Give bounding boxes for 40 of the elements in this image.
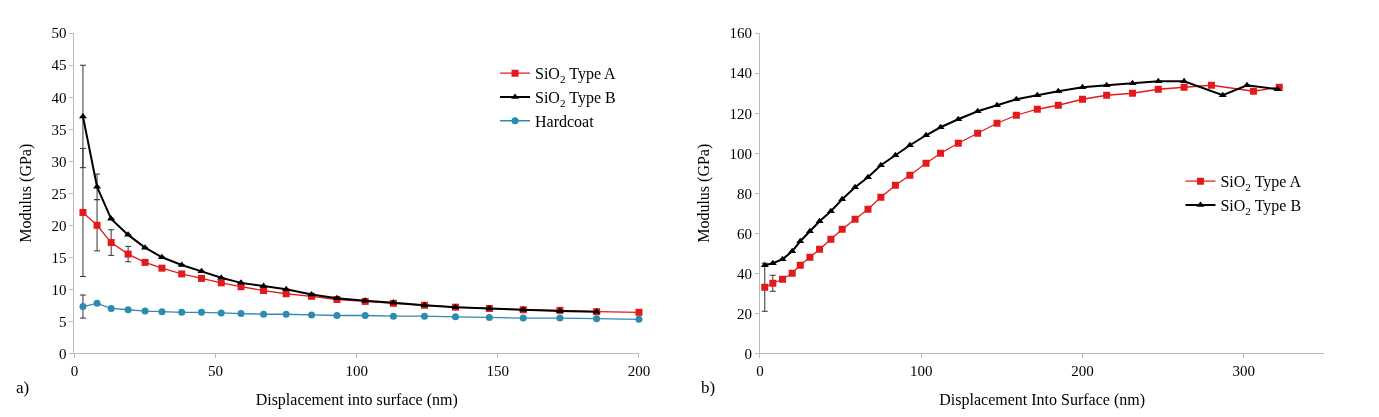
- y-tick-label: 160: [729, 25, 752, 42]
- x-tick-label: 0: [70, 363, 79, 380]
- y-tick-label: 0: [58, 345, 67, 362]
- y-tick-label: 100: [729, 145, 752, 162]
- text: b): [701, 378, 716, 397]
- y-tick-label: 5: [58, 313, 67, 330]
- y-tick-label: 40: [736, 265, 752, 282]
- y-tick-label: 140: [729, 65, 752, 82]
- x-tick-label: 200: [627, 363, 651, 380]
- y-tick-label: 35: [51, 121, 67, 138]
- y-tick-label: 20: [51, 217, 67, 234]
- y-tick-label: 15: [51, 249, 67, 266]
- x-tick-label: 100: [909, 363, 933, 380]
- x-tick-label: 300: [1232, 363, 1256, 380]
- y-tick-label: 0: [744, 345, 752, 362]
- y-axis-title: Modulus (GPa): [17, 143, 36, 243]
- y-tick-label: 50: [51, 25, 67, 42]
- x-axis-title: Displacement Into Surface (nm): [939, 390, 1146, 409]
- y-tick-label: 40: [51, 89, 67, 106]
- x-tick-label: 200: [1071, 363, 1094, 380]
- x-tick-label: 100: [345, 363, 368, 380]
- x-tick-label: 50: [208, 363, 224, 380]
- legend-label: SiO$_{2}$ Type B: [1220, 197, 1302, 217]
- y-axis-title: Modulus (GPa): [695, 143, 714, 243]
- y-tick-label: 30: [51, 153, 67, 170]
- y-tick-label: 60: [736, 225, 752, 242]
- y-tick-label: 80: [736, 185, 752, 202]
- y-tick-label: 10: [51, 281, 67, 298]
- y-tick-label: 20: [736, 305, 752, 322]
- x-tick-label: 150: [486, 363, 510, 380]
- x-tick-label: 0: [756, 363, 764, 380]
- y-tick-label: 45: [51, 57, 67, 74]
- y-tick-label: 120: [729, 105, 752, 122]
- y-tick-label: 25: [51, 185, 67, 202]
- legend-label: SiO$_{2}$ Type B: [535, 89, 616, 109]
- legend-label: SiO$_{2}$ Type A: [535, 65, 617, 85]
- legend-label: SiO$_{2}$ Type A: [1220, 173, 1302, 193]
- text: a): [16, 378, 30, 397]
- legend-label: Hardcoat: [535, 112, 595, 130]
- x-axis-title: Displacement into surface (nm): [255, 390, 458, 409]
